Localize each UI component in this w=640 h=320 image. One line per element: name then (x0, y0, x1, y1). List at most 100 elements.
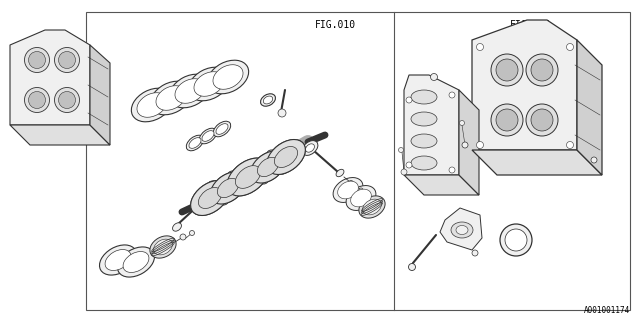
Circle shape (401, 169, 407, 175)
Ellipse shape (150, 236, 176, 258)
Circle shape (406, 162, 412, 168)
Circle shape (278, 109, 286, 117)
Ellipse shape (218, 178, 239, 198)
Polygon shape (577, 40, 602, 175)
Ellipse shape (150, 81, 191, 115)
Ellipse shape (188, 67, 230, 101)
Ellipse shape (411, 90, 437, 104)
Ellipse shape (257, 157, 278, 177)
Polygon shape (404, 175, 479, 195)
Polygon shape (10, 125, 110, 145)
Ellipse shape (54, 87, 79, 113)
Ellipse shape (267, 140, 305, 174)
Circle shape (406, 97, 412, 103)
Ellipse shape (105, 250, 131, 270)
Circle shape (591, 157, 597, 163)
Ellipse shape (275, 148, 297, 167)
Ellipse shape (491, 54, 523, 86)
Ellipse shape (191, 180, 229, 215)
Ellipse shape (247, 160, 269, 184)
Ellipse shape (194, 72, 224, 96)
Ellipse shape (496, 59, 518, 81)
Ellipse shape (496, 109, 518, 131)
Polygon shape (404, 75, 459, 175)
Ellipse shape (531, 59, 553, 81)
Ellipse shape (359, 196, 385, 218)
Ellipse shape (211, 172, 246, 204)
Ellipse shape (123, 252, 149, 272)
Polygon shape (459, 90, 479, 195)
Ellipse shape (227, 158, 269, 196)
Ellipse shape (154, 239, 172, 255)
Ellipse shape (491, 104, 523, 136)
Ellipse shape (263, 96, 273, 104)
Circle shape (449, 92, 455, 98)
Circle shape (399, 148, 403, 153)
Circle shape (566, 141, 573, 148)
Ellipse shape (207, 183, 223, 197)
Ellipse shape (526, 54, 558, 86)
Ellipse shape (260, 94, 275, 106)
Ellipse shape (275, 147, 298, 167)
Ellipse shape (24, 87, 49, 113)
Ellipse shape (526, 104, 558, 136)
Ellipse shape (351, 189, 371, 207)
Ellipse shape (267, 140, 305, 174)
Ellipse shape (411, 156, 437, 170)
Ellipse shape (202, 131, 214, 141)
Ellipse shape (250, 151, 285, 183)
Ellipse shape (29, 92, 45, 108)
Ellipse shape (207, 60, 249, 94)
Circle shape (408, 263, 415, 270)
Ellipse shape (227, 171, 249, 195)
Ellipse shape (333, 178, 363, 203)
Polygon shape (90, 45, 110, 145)
Ellipse shape (451, 222, 473, 238)
Ellipse shape (213, 65, 243, 89)
Ellipse shape (173, 223, 182, 231)
Circle shape (359, 188, 363, 192)
Ellipse shape (58, 52, 76, 68)
Polygon shape (472, 20, 577, 150)
Ellipse shape (211, 172, 246, 204)
Text: A001001174: A001001174 (584, 306, 630, 315)
Circle shape (460, 121, 465, 125)
Circle shape (566, 44, 573, 51)
Ellipse shape (186, 135, 204, 151)
Ellipse shape (250, 151, 285, 183)
Circle shape (431, 74, 438, 81)
Ellipse shape (199, 188, 221, 208)
Circle shape (477, 141, 483, 148)
Ellipse shape (266, 150, 287, 174)
Circle shape (180, 234, 186, 240)
Ellipse shape (346, 186, 376, 211)
Circle shape (462, 142, 468, 148)
Ellipse shape (505, 229, 527, 251)
Ellipse shape (58, 92, 76, 108)
Ellipse shape (213, 121, 230, 137)
Ellipse shape (118, 247, 154, 277)
Ellipse shape (336, 169, 344, 177)
Ellipse shape (456, 226, 468, 235)
Ellipse shape (338, 181, 358, 199)
Circle shape (189, 230, 195, 236)
Ellipse shape (99, 245, 136, 275)
Ellipse shape (259, 158, 278, 176)
Text: FIG.004: FIG.004 (510, 20, 551, 30)
Circle shape (477, 44, 483, 51)
Ellipse shape (24, 47, 49, 73)
Ellipse shape (170, 74, 211, 108)
Ellipse shape (531, 109, 553, 131)
Ellipse shape (227, 158, 269, 196)
Ellipse shape (216, 124, 228, 134)
Bar (86, 12, 630, 310)
Ellipse shape (500, 224, 532, 256)
Ellipse shape (236, 167, 260, 188)
Ellipse shape (191, 180, 229, 215)
Ellipse shape (236, 166, 260, 188)
Ellipse shape (411, 112, 437, 126)
Ellipse shape (29, 52, 45, 68)
Polygon shape (10, 30, 90, 125)
Circle shape (472, 250, 478, 256)
Ellipse shape (131, 88, 173, 122)
